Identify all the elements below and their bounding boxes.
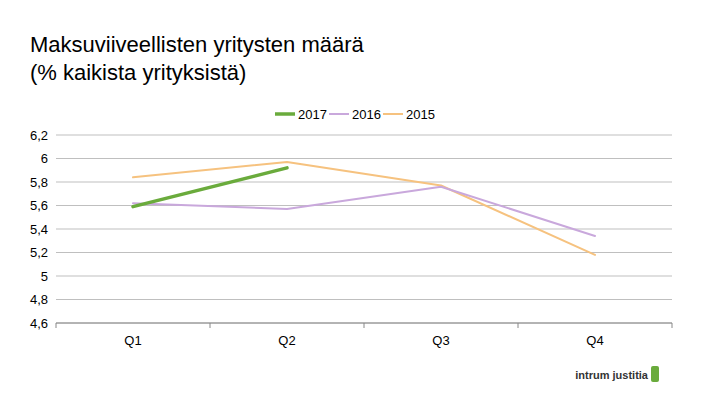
grid-line (56, 252, 672, 253)
series-line (133, 168, 287, 207)
y-tick-label: 5,2 (30, 245, 48, 260)
y-tick-label: 6,2 (30, 128, 48, 143)
grid-line (56, 182, 672, 183)
series-line (133, 162, 595, 255)
logo-text: intrum justitia (575, 369, 649, 381)
y-tick-label: 5,6 (30, 198, 48, 213)
y-tick-label: 5 (41, 269, 48, 284)
legend-swatch (275, 112, 295, 116)
legend-label: 2015 (406, 107, 435, 122)
x-tick (672, 323, 673, 328)
grid-line (56, 276, 672, 277)
grid-line (56, 135, 672, 136)
x-tick (518, 323, 519, 328)
y-tick-label: 6 (41, 151, 48, 166)
x-tick (210, 323, 211, 328)
grid-line (56, 205, 672, 206)
y-tick-label: 5,4 (30, 222, 48, 237)
y-tick-label: 4,8 (30, 292, 48, 307)
title: Maksuviiveellisten yritysten määrä (30, 32, 365, 57)
x-tick-label: Q1 (124, 333, 141, 348)
chart: Maksuviiveellisten yritysten määrä (% kai… (0, 0, 720, 405)
logo-mark (651, 366, 659, 382)
series-line (133, 187, 595, 236)
subtitle: (% kaikista yrityksistä) (30, 60, 246, 85)
legend-swatch (383, 113, 403, 115)
x-tick (364, 323, 365, 328)
grid-line (56, 299, 672, 300)
y-tick-label: 4,6 (30, 316, 48, 331)
legend-label: 2016 (352, 107, 381, 122)
x-tick (56, 323, 57, 328)
grid-line (56, 229, 672, 230)
x-tick-label: Q3 (432, 333, 449, 348)
legend-swatch (329, 113, 349, 115)
background (0, 0, 720, 405)
series-group (133, 162, 595, 255)
x-tick-label: Q4 (586, 333, 603, 348)
grid-line (56, 158, 672, 159)
x-tick-label: Q2 (278, 333, 295, 348)
y-tick-label: 5,8 (30, 175, 48, 190)
legend-label: 2017 (298, 107, 327, 122)
